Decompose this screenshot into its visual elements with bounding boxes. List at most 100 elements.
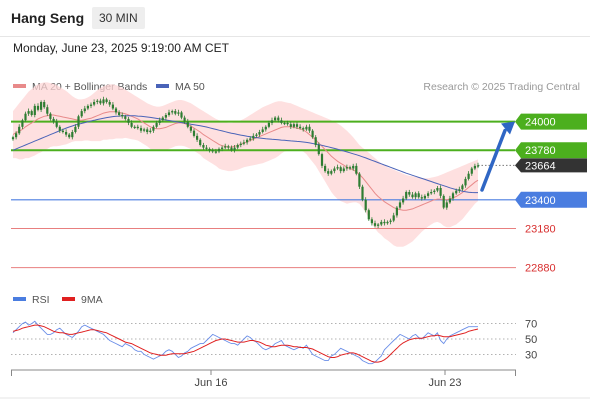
candle-body (267, 122, 270, 127)
candle-body (411, 194, 414, 198)
candle-body (364, 199, 367, 211)
candle-body (430, 192, 433, 194)
candle-body (246, 139, 249, 143)
candle-body (105, 99, 108, 102)
candle-body (336, 167, 339, 169)
candle-body (373, 223, 377, 226)
candle-body (174, 111, 177, 114)
instrument-title: Hang Seng (11, 10, 85, 26)
candle-body (15, 133, 18, 138)
candle-body (395, 207, 398, 216)
candle-body (230, 147, 233, 151)
candle-body (177, 112, 180, 114)
candle-body (217, 148, 221, 152)
time-tick-label: Jun 23 (428, 377, 461, 389)
candle-body (451, 193, 455, 199)
candle-body (74, 126, 77, 132)
candle-body (470, 168, 473, 174)
candle-body (358, 173, 361, 187)
candle-body (242, 142, 245, 144)
candle-body (33, 105, 36, 115)
timeframe-button[interactable]: 30 MIN (92, 7, 145, 29)
candle-body (417, 193, 420, 198)
candle-body (86, 105, 89, 109)
candle-body (202, 145, 205, 148)
rsi-ma-legend-label: 9MA (81, 294, 103, 306)
candle-body (89, 104, 93, 106)
candle-body (317, 145, 320, 155)
candle-body (61, 130, 64, 132)
candle-body (442, 195, 445, 208)
candle-body (133, 126, 136, 128)
candle-body (473, 165, 476, 169)
candle-body (96, 100, 99, 102)
candle-body (149, 130, 152, 132)
candle-body (389, 220, 392, 222)
candle-body (414, 193, 417, 198)
candle-body (46, 107, 49, 114)
candle-body (164, 115, 167, 118)
candle-body (139, 128, 143, 131)
candle-body (65, 132, 68, 135)
chart-datetime: Monday, June 23, 2025 9:19:00 AM CET (13, 41, 229, 55)
candle-body (49, 113, 52, 119)
candle-body (308, 126, 311, 131)
candle-body (211, 150, 214, 152)
candle-body (199, 139, 202, 145)
candle-body (377, 224, 380, 226)
rsi-legend-label: RSI (32, 294, 50, 306)
ma50-legend-swatch (156, 84, 169, 88)
candle-body (289, 124, 292, 127)
candle-body (127, 118, 130, 123)
arrow-head (501, 121, 515, 135)
level-tag-24000 (515, 113, 587, 130)
candle-body (392, 215, 395, 221)
candle-body (476, 165, 480, 167)
candle-body (299, 126, 302, 129)
candle-body (386, 221, 389, 224)
candle-body (27, 111, 30, 114)
candle-body (183, 117, 186, 122)
candle-body (467, 173, 470, 179)
candle-body (40, 102, 43, 110)
candle-body (311, 130, 314, 138)
candle-body (77, 116, 80, 127)
candle-body (83, 108, 86, 112)
level-label-23780: 23780 (525, 145, 556, 157)
candle-body (167, 112, 171, 115)
candle-body (445, 202, 448, 208)
candle-body (171, 111, 174, 113)
candle-body (68, 134, 71, 138)
candle-body (136, 126, 139, 129)
candle-body (305, 126, 308, 130)
candle-body (208, 148, 211, 151)
candle-body (224, 146, 227, 148)
level-labels: 24000 23780 23400 23180 22880 23664 (515, 113, 587, 275)
candle-body (71, 132, 74, 138)
rsi-legend-swatch (13, 297, 26, 301)
level-label-22880: 22880 (525, 263, 556, 275)
ma50-line (12, 115, 478, 194)
moving-averages (12, 111, 479, 211)
bollinger-band (13, 82, 478, 247)
arrow-shaft (480, 128, 507, 192)
candle-body (58, 126, 61, 131)
level-label-24000: 24000 (525, 117, 556, 129)
candle-body (124, 116, 127, 119)
candle-body (342, 168, 345, 172)
candle-body (333, 168, 336, 172)
candle-body (283, 122, 286, 125)
price-levels (11, 120, 516, 269)
candle-body (108, 102, 111, 105)
candle-body (327, 171, 330, 174)
rsi-tick-30: 30 (525, 349, 537, 361)
candle-body (155, 122, 158, 127)
candle-body (118, 112, 121, 115)
candle-body (55, 121, 58, 127)
level-label-23180: 23180 (525, 224, 556, 236)
candle-body (93, 102, 96, 105)
candle-body (227, 146, 230, 148)
candle-body (464, 178, 467, 186)
candle-body (367, 210, 370, 220)
